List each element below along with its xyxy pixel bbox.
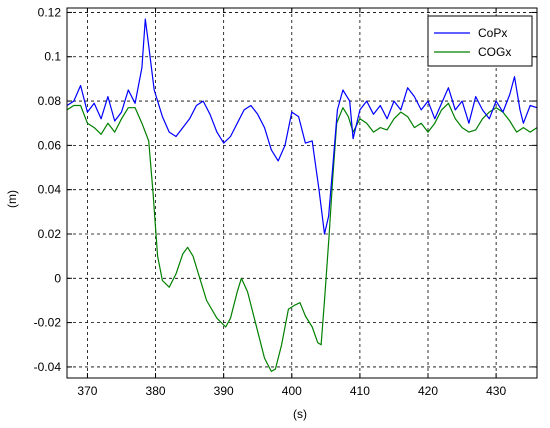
grid <box>67 8 537 378</box>
x-tick-label: 420 <box>418 384 438 398</box>
series-line-copx <box>66 18 538 235</box>
legend-box <box>427 15 533 67</box>
x-tick-label: 430 <box>486 384 506 398</box>
plot-frame <box>66 7 538 379</box>
ticks: 370 380 390 400 410 420 430 -0.04 -0.02 0 0.02 0.04… <box>34 5 537 398</box>
plot-area <box>67 8 537 378</box>
y-tick-label: 0.02 <box>38 227 62 241</box>
y-tick-label: 0.12 <box>38 5 62 19</box>
series-layer <box>66 18 538 372</box>
x-tick-label: 400 <box>282 384 302 398</box>
legend: CoPx COGx <box>427 15 533 67</box>
y-tick-label: 0.06 <box>38 138 62 152</box>
legend-label-cogx: COGx <box>478 45 511 59</box>
x-axis-label: (s) <box>293 407 307 421</box>
y-tick-label: -0.02 <box>34 316 62 330</box>
y-tick-label: 0 <box>54 271 61 285</box>
x-tick-label: 370 <box>77 384 97 398</box>
y-tick-label: -0.04 <box>34 360 62 374</box>
y-axis-label: (m) <box>5 190 19 208</box>
x-tick-label: 390 <box>214 384 234 398</box>
y-tick-label: 0.1 <box>44 50 61 64</box>
legend-label-copx: CoPx <box>478 26 507 40</box>
y-tick-label: 0.08 <box>38 94 62 108</box>
y-tick-label: 0.04 <box>38 183 62 197</box>
x-tick-label: 380 <box>146 384 166 398</box>
series-line-cogx <box>66 102 538 372</box>
x-tick-label: 410 <box>350 384 370 398</box>
